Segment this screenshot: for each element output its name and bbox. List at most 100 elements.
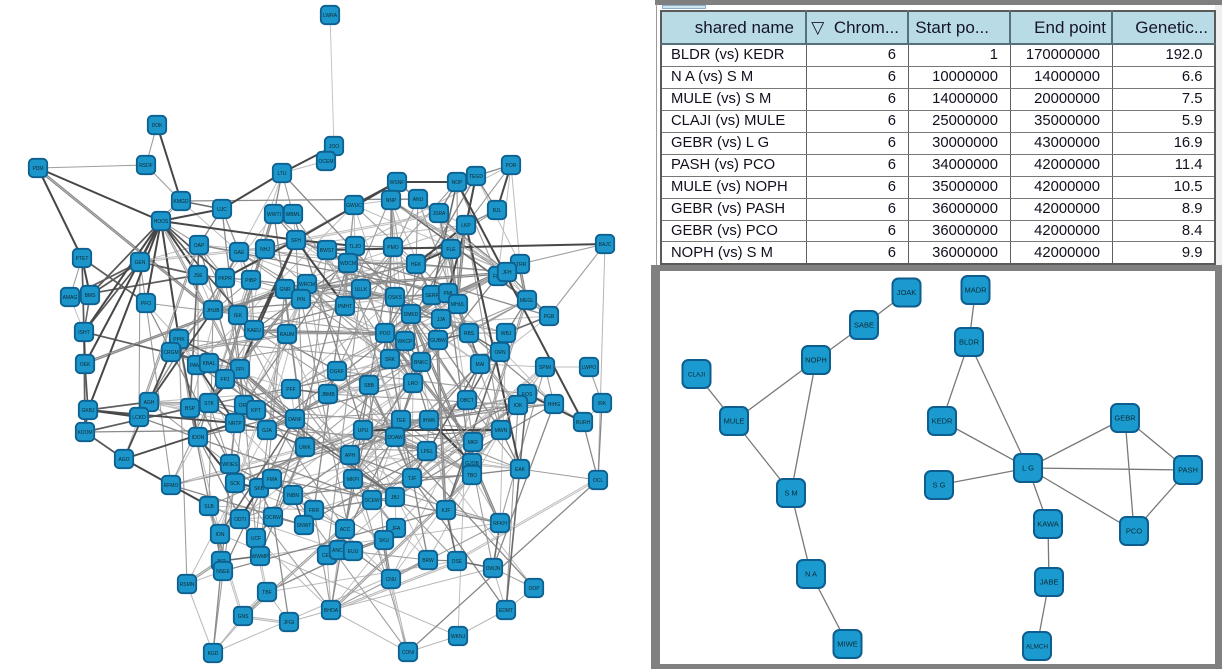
svg-text:LWRA: LWRA [323,13,338,19]
svg-text:SNWT: SNWT [297,523,312,529]
svg-text:ACC: ACC [340,527,351,533]
svg-text:DMKD: DMKD [404,312,419,318]
svg-text:GUBW: GUBW [430,338,446,344]
svg-text:CONI: CONI [402,650,415,656]
svg-text:GEN: GEN [135,260,146,266]
svg-text:GNR: GNR [279,287,291,293]
svg-text:TEGD: TEGD [469,174,483,180]
svg-text:KAEU: KAEU [247,328,261,334]
svg-text:SCK: SCK [230,481,241,487]
svg-text:ISHT: ISHT [78,330,89,336]
svg-text:IEK: IEK [234,313,243,319]
svg-text:LRO: LRO [408,381,418,387]
svg-text:JBMB: JBMB [321,392,335,398]
svg-text:KMGD: KMGD [174,199,189,205]
svg-text:SKB: SKB [254,486,265,492]
svg-text:GJA: GJA [262,428,272,434]
svg-text:PIBP: PIBP [245,278,257,284]
svg-text:MADR: MADR [964,286,987,295]
svg-text:DANF: DANF [288,417,302,423]
svg-text:APH: APH [345,453,356,459]
svg-text:ULLK: ULLK [355,287,368,293]
svg-text:KEDR: KEDR [932,417,953,426]
svg-text:WRCM: WRCM [299,282,315,288]
svg-text:WWTI: WWTI [267,212,281,218]
svg-text:JBJ: JBJ [391,495,400,501]
svg-text:PCO: PCO [1126,527,1142,536]
svg-text:CLAJI: CLAJI [688,372,705,379]
svg-text:EAK: EAK [515,467,526,473]
svg-text:POR: POR [506,163,517,169]
svg-text:LTU: LTU [277,171,286,177]
svg-text:LTRR: LTRR [514,262,527,268]
svg-text:AGO: AGO [118,457,129,463]
svg-text:RAUM: RAUM [280,332,295,338]
svg-text:LWPO: LWPO [582,365,596,371]
svg-text:NNP: NNP [386,198,397,204]
svg-text:KJF: KJF [442,508,451,514]
svg-text:BWST: BWST [320,248,334,254]
svg-text:CES: CES [322,553,333,559]
svg-text:RSMN: RSMN [180,582,195,588]
svg-text:OEK: OEK [80,362,91,368]
svg-text:GAE: GAE [234,250,245,256]
svg-text:FPI: FPI [236,367,244,373]
svg-text:KGD: KGD [208,651,219,657]
svg-text:MEGL: MEGL [520,298,534,304]
svg-text:PGB: PGB [544,314,555,320]
svg-text:DOK: DOK [152,123,164,129]
svg-text:N A: N A [805,570,817,579]
svg-text:NHJ: NHJ [260,247,270,253]
svg-text:DGKF: DGKF [330,369,344,375]
svg-text:RURH: RURH [576,420,591,426]
svg-text:ORN: ORN [494,350,506,356]
svg-text:SRK: SRK [385,357,396,363]
svg-text:PMHT: PMHT [338,304,352,310]
svg-text:HIHG: HIHG [548,402,561,408]
svg-text:HOOS: HOOS [154,219,169,225]
svg-text:GJOB: GJOB [465,461,479,467]
svg-text:BHOA: BHOA [324,608,339,614]
svg-text:FMA: FMA [267,477,278,483]
svg-text:IHWK: IHWK [422,418,436,424]
svg-text:PIN: PIN [297,297,306,303]
svg-text:TLJO: TLJO [349,244,361,250]
svg-text:S M: S M [784,489,797,498]
svg-text:PKPR: PKPR [218,276,232,282]
svg-text:FRR: FRR [309,508,320,514]
svg-text:DCEW: DCEW [364,498,380,504]
svg-text:ODTI: ODTI [234,517,246,523]
svg-text:ANCE: ANCE [332,548,347,554]
svg-text:WKNJ: WKNJ [451,634,466,640]
svg-text:JSE: JSE [193,273,203,279]
svg-text:MWN: MWN [495,428,508,434]
svg-text:KPT: KPT [251,408,261,414]
svg-text:BAJC: BAJC [599,242,612,248]
svg-text:JFA: JFA [392,526,401,532]
svg-text:WOES: WOES [222,462,238,468]
svg-text:TEE: TEE [396,418,406,424]
svg-text:PDM: PDM [32,166,43,172]
svg-text:NOP: NOP [452,180,464,186]
svg-text:RSDF: RSDF [139,163,153,169]
svg-text:SABE: SABE [854,321,874,330]
svg-text:SPMI: SPMI [539,365,551,371]
svg-text:EDMT: EDMT [499,608,513,614]
svg-text:OWJN: OWJN [486,566,501,572]
svg-text:BNKC: BNKC [414,360,428,366]
svg-text:JFGI: JFGI [284,620,295,626]
svg-text:DSE: DSE [452,559,463,565]
svg-text:TJF: TJF [408,476,417,482]
svg-text:AMAG: AMAG [63,295,78,301]
svg-text:JSRA: JSRA [433,211,446,217]
svg-text:WKCP: WKCP [398,339,414,345]
svg-text:JJA: JJA [437,317,446,323]
svg-text:CNU: CNU [386,577,397,583]
svg-text:UPU: UPU [358,428,369,434]
svg-text:IRK: IRK [598,401,607,407]
svg-text:S G: S G [933,481,946,490]
svg-text:SFH: SFH [291,238,301,244]
svg-text:ION: ION [216,532,225,538]
svg-text:NOPH: NOPH [805,356,827,365]
svg-text:JHUB: JHUB [206,308,220,314]
